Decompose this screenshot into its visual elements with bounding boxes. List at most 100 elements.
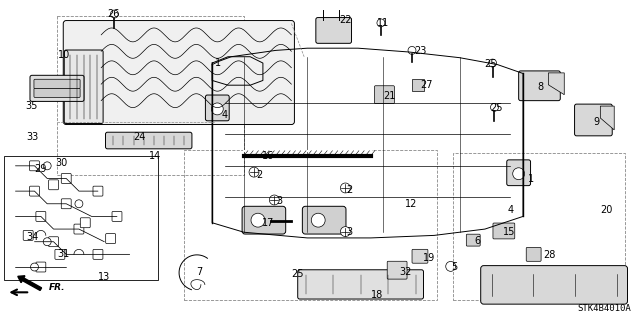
FancyBboxPatch shape (493, 223, 515, 239)
Circle shape (44, 162, 51, 170)
FancyBboxPatch shape (316, 18, 351, 43)
Text: 8: 8 (538, 82, 544, 93)
Text: 1: 1 (216, 58, 221, 68)
Text: 23: 23 (414, 46, 426, 56)
Circle shape (340, 183, 350, 193)
Text: 7: 7 (196, 267, 203, 277)
Text: 25: 25 (490, 103, 502, 113)
Text: 9: 9 (593, 117, 600, 127)
Circle shape (249, 167, 259, 177)
FancyBboxPatch shape (23, 230, 33, 240)
Text: 33: 33 (26, 132, 38, 142)
Text: 24: 24 (133, 132, 145, 142)
FancyBboxPatch shape (412, 249, 428, 263)
Circle shape (377, 19, 385, 27)
FancyBboxPatch shape (205, 95, 229, 121)
FancyBboxPatch shape (36, 211, 46, 221)
Text: 13: 13 (98, 271, 111, 281)
Text: 4: 4 (222, 110, 228, 120)
FancyBboxPatch shape (374, 86, 394, 104)
Circle shape (408, 47, 416, 54)
Text: 4: 4 (508, 205, 513, 215)
FancyBboxPatch shape (61, 199, 71, 209)
Text: 21: 21 (383, 91, 396, 100)
FancyBboxPatch shape (106, 132, 192, 149)
FancyBboxPatch shape (93, 186, 103, 196)
Polygon shape (600, 106, 614, 130)
FancyBboxPatch shape (64, 50, 103, 123)
Text: 17: 17 (262, 218, 274, 228)
FancyBboxPatch shape (242, 206, 285, 234)
Text: 11: 11 (378, 18, 390, 28)
Text: 34: 34 (26, 232, 38, 242)
Circle shape (31, 263, 38, 271)
Circle shape (44, 238, 51, 246)
Circle shape (445, 262, 456, 271)
Text: 19: 19 (423, 253, 435, 263)
FancyBboxPatch shape (61, 174, 71, 183)
FancyBboxPatch shape (302, 206, 346, 234)
Text: 29: 29 (35, 164, 47, 174)
Polygon shape (548, 73, 564, 95)
FancyBboxPatch shape (481, 266, 627, 304)
Text: 3: 3 (346, 227, 352, 237)
Text: 20: 20 (600, 205, 613, 215)
FancyBboxPatch shape (30, 75, 84, 101)
Text: 14: 14 (149, 151, 161, 161)
FancyBboxPatch shape (93, 249, 103, 259)
Circle shape (490, 103, 499, 111)
FancyBboxPatch shape (34, 88, 80, 97)
FancyBboxPatch shape (112, 211, 122, 221)
FancyBboxPatch shape (106, 234, 116, 243)
Circle shape (488, 59, 497, 67)
Text: 12: 12 (405, 199, 417, 209)
Circle shape (340, 226, 350, 237)
Text: 10: 10 (58, 49, 70, 60)
Text: 25: 25 (291, 269, 303, 279)
FancyBboxPatch shape (29, 161, 40, 171)
Text: 5: 5 (451, 262, 458, 272)
Text: FR.: FR. (49, 283, 65, 292)
FancyBboxPatch shape (526, 248, 541, 261)
Text: 28: 28 (543, 250, 556, 260)
Text: 31: 31 (58, 249, 70, 259)
FancyBboxPatch shape (34, 79, 80, 89)
Circle shape (269, 195, 279, 205)
FancyBboxPatch shape (49, 237, 58, 247)
Text: 15: 15 (503, 227, 515, 237)
Circle shape (75, 200, 83, 208)
Text: 3: 3 (276, 196, 282, 206)
FancyBboxPatch shape (74, 224, 84, 234)
FancyBboxPatch shape (63, 20, 294, 124)
FancyBboxPatch shape (55, 249, 65, 259)
FancyBboxPatch shape (29, 186, 40, 196)
FancyArrow shape (18, 276, 42, 291)
FancyBboxPatch shape (575, 104, 612, 136)
Text: 26: 26 (108, 9, 120, 19)
Text: 16: 16 (262, 151, 274, 161)
FancyBboxPatch shape (518, 71, 560, 101)
Circle shape (251, 213, 265, 227)
Text: 32: 32 (399, 267, 412, 277)
Circle shape (211, 103, 223, 115)
FancyBboxPatch shape (298, 270, 424, 299)
Text: 6: 6 (474, 236, 481, 246)
FancyBboxPatch shape (412, 79, 424, 91)
Text: 30: 30 (55, 158, 67, 168)
FancyBboxPatch shape (36, 262, 46, 272)
Text: STK4B4010A: STK4B4010A (577, 304, 631, 313)
Text: 27: 27 (420, 80, 433, 90)
Text: 18: 18 (371, 291, 383, 300)
Text: 35: 35 (26, 101, 38, 111)
FancyBboxPatch shape (387, 261, 407, 279)
Circle shape (513, 168, 525, 180)
FancyBboxPatch shape (507, 160, 531, 186)
Text: 1: 1 (527, 174, 534, 184)
Text: 25: 25 (484, 59, 496, 69)
FancyBboxPatch shape (80, 218, 90, 228)
Text: 2: 2 (346, 185, 352, 196)
Circle shape (111, 10, 118, 18)
FancyBboxPatch shape (467, 234, 480, 246)
Text: 22: 22 (339, 15, 351, 26)
Circle shape (311, 213, 325, 227)
